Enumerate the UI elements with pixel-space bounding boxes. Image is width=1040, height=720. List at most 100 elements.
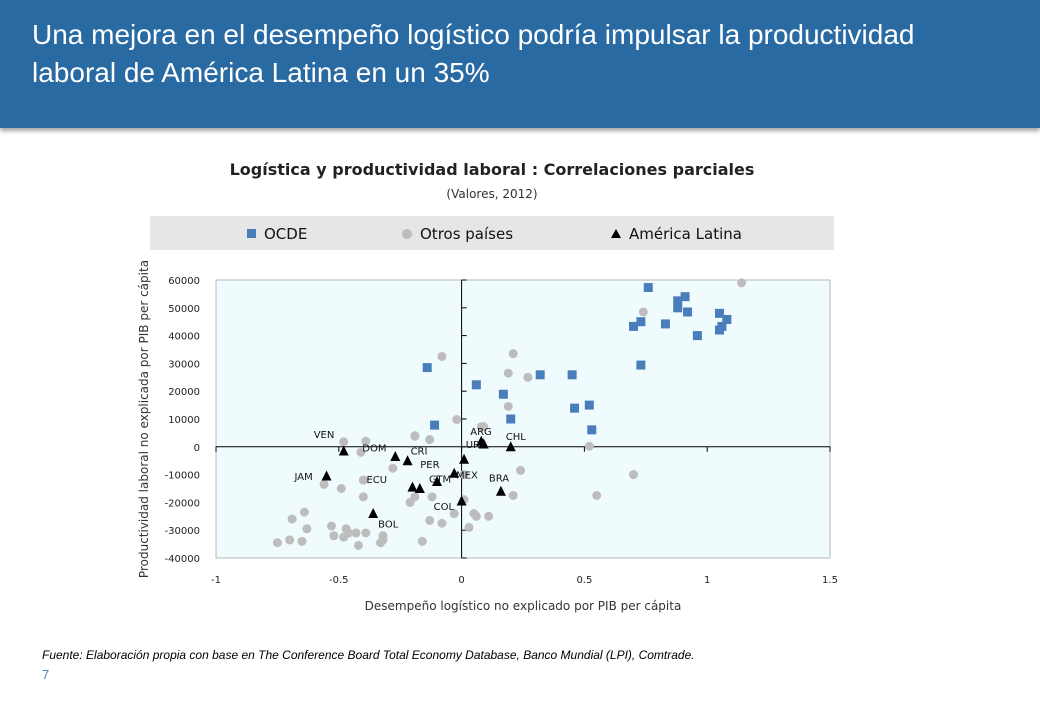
otros-paises-point xyxy=(479,422,489,432)
ocde-point xyxy=(673,303,683,313)
otros-paises-point xyxy=(361,528,371,538)
ocde-point xyxy=(636,360,646,370)
otros-paises-point xyxy=(425,515,435,525)
america-latina-point-label: CRI xyxy=(411,447,428,458)
y-tick-label: 40000 xyxy=(168,332,200,343)
america-latina-point-label: JAM xyxy=(294,472,313,483)
x-tick-label: 1 xyxy=(704,575,710,586)
y-tick-label: -40000 xyxy=(165,554,200,565)
otros-paises-point xyxy=(471,511,481,521)
otros-paises-point xyxy=(376,538,386,548)
america-latina-point xyxy=(478,438,489,449)
otros-paises-point xyxy=(449,509,459,519)
ocde-point xyxy=(430,420,440,430)
otros-paises-point xyxy=(427,492,437,502)
ocde-point xyxy=(584,400,594,410)
otros-paises-point xyxy=(272,538,282,548)
america-latina-point xyxy=(368,508,379,519)
america-latina-point-label: URY xyxy=(466,440,487,451)
legend-marker-triangle xyxy=(611,229,621,238)
otros-paises-point xyxy=(508,349,518,359)
otros-paises-point xyxy=(299,507,309,517)
america-latina-point-label: MEX xyxy=(456,470,478,481)
otros-paises-point xyxy=(326,521,336,531)
otros-paises-point xyxy=(452,415,462,425)
america-latina-point xyxy=(495,485,506,496)
y-tick-label: -30000 xyxy=(165,526,200,537)
america-latina-point xyxy=(449,467,460,478)
otros-paises-point xyxy=(361,436,371,446)
america-latina-point-label: COL xyxy=(434,502,455,513)
america-latina-point xyxy=(407,481,418,492)
ocde-point xyxy=(660,319,670,329)
otros-paises-point xyxy=(516,465,526,475)
america-latina-point xyxy=(414,483,425,493)
ocde-point xyxy=(629,321,639,331)
ocde-point xyxy=(683,307,693,317)
y-tick-label: 0 xyxy=(194,443,200,454)
y-tick-label: -20000 xyxy=(165,498,200,509)
america-latina-point xyxy=(432,476,443,487)
otros-paises-point xyxy=(592,490,602,500)
otros-paises-point xyxy=(353,540,363,550)
america-latina-point xyxy=(402,455,413,466)
otros-paises-point xyxy=(410,431,420,441)
slide-header: Una mejora en el desempeño logístico pod… xyxy=(0,0,1040,128)
x-tick-label: -1 xyxy=(211,575,221,586)
otros-paises-point xyxy=(503,401,513,411)
legend-item-ocde: OCDE xyxy=(247,225,307,243)
america-latina-point xyxy=(459,453,470,464)
ocde-point xyxy=(714,308,724,318)
otros-paises-point xyxy=(351,528,361,538)
ocde-point xyxy=(471,380,481,390)
otros-paises-point xyxy=(629,470,639,480)
ocde-point xyxy=(422,363,432,373)
y-tick-label: 30000 xyxy=(168,359,200,370)
ocde-point xyxy=(636,317,646,327)
otros-paises-point xyxy=(425,435,435,445)
x-tick-label: -0.5 xyxy=(329,575,349,586)
otros-paises-point xyxy=(358,492,368,502)
y-tick-label: 20000 xyxy=(168,387,200,398)
plot-area xyxy=(215,279,831,559)
ocde-point xyxy=(587,425,597,435)
america-latina-point xyxy=(505,441,516,452)
ocde-point xyxy=(506,414,516,424)
otros-paises-point xyxy=(287,514,297,524)
ocde-point xyxy=(673,296,683,306)
otros-paises-point xyxy=(358,475,368,485)
legend-label-otros: Otros países xyxy=(420,225,514,243)
x-tick-label: 1.5 xyxy=(822,575,838,586)
otros-paises-point xyxy=(437,351,447,361)
america-latina-point-label: ARG xyxy=(470,427,492,438)
otros-paises-point xyxy=(737,278,747,288)
otros-paises-point xyxy=(523,372,533,382)
chart-legend: OCDE Otros países América Latina xyxy=(150,216,834,250)
otros-paises-point xyxy=(285,535,295,545)
y-tick-label: 50000 xyxy=(168,304,200,315)
america-latina-point-label: BOL xyxy=(378,520,399,531)
ocde-point xyxy=(570,403,580,413)
slide-title: Una mejora en el desempeño logístico pod… xyxy=(32,19,915,88)
america-latina-point xyxy=(321,470,332,481)
otros-paises-point xyxy=(437,518,447,528)
america-latina-point-label: DOM xyxy=(362,444,386,455)
america-latina-point-label: VEN xyxy=(314,430,335,441)
america-latina-point-label: ECU xyxy=(366,475,387,486)
chart-title: Logística y productividad laboral : Corr… xyxy=(229,160,755,179)
otros-paises-point xyxy=(339,437,349,447)
otros-paises-point xyxy=(503,368,513,378)
ocde-point xyxy=(722,314,732,324)
y-axis-label: Productividad laboral no explicada por P… xyxy=(137,260,151,578)
ocde-point xyxy=(680,292,690,302)
y-tick-label: 10000 xyxy=(168,415,200,426)
otros-paises-point xyxy=(319,479,329,489)
ocde-point xyxy=(692,331,702,341)
legend-item-america-latina: América Latina xyxy=(611,225,742,243)
america-latina-point-label: PER xyxy=(420,460,439,471)
america-latina-point xyxy=(338,445,349,456)
otros-paises-point xyxy=(459,470,469,480)
america-latina-point-label: GTM xyxy=(429,475,451,486)
ocde-point xyxy=(567,370,577,380)
